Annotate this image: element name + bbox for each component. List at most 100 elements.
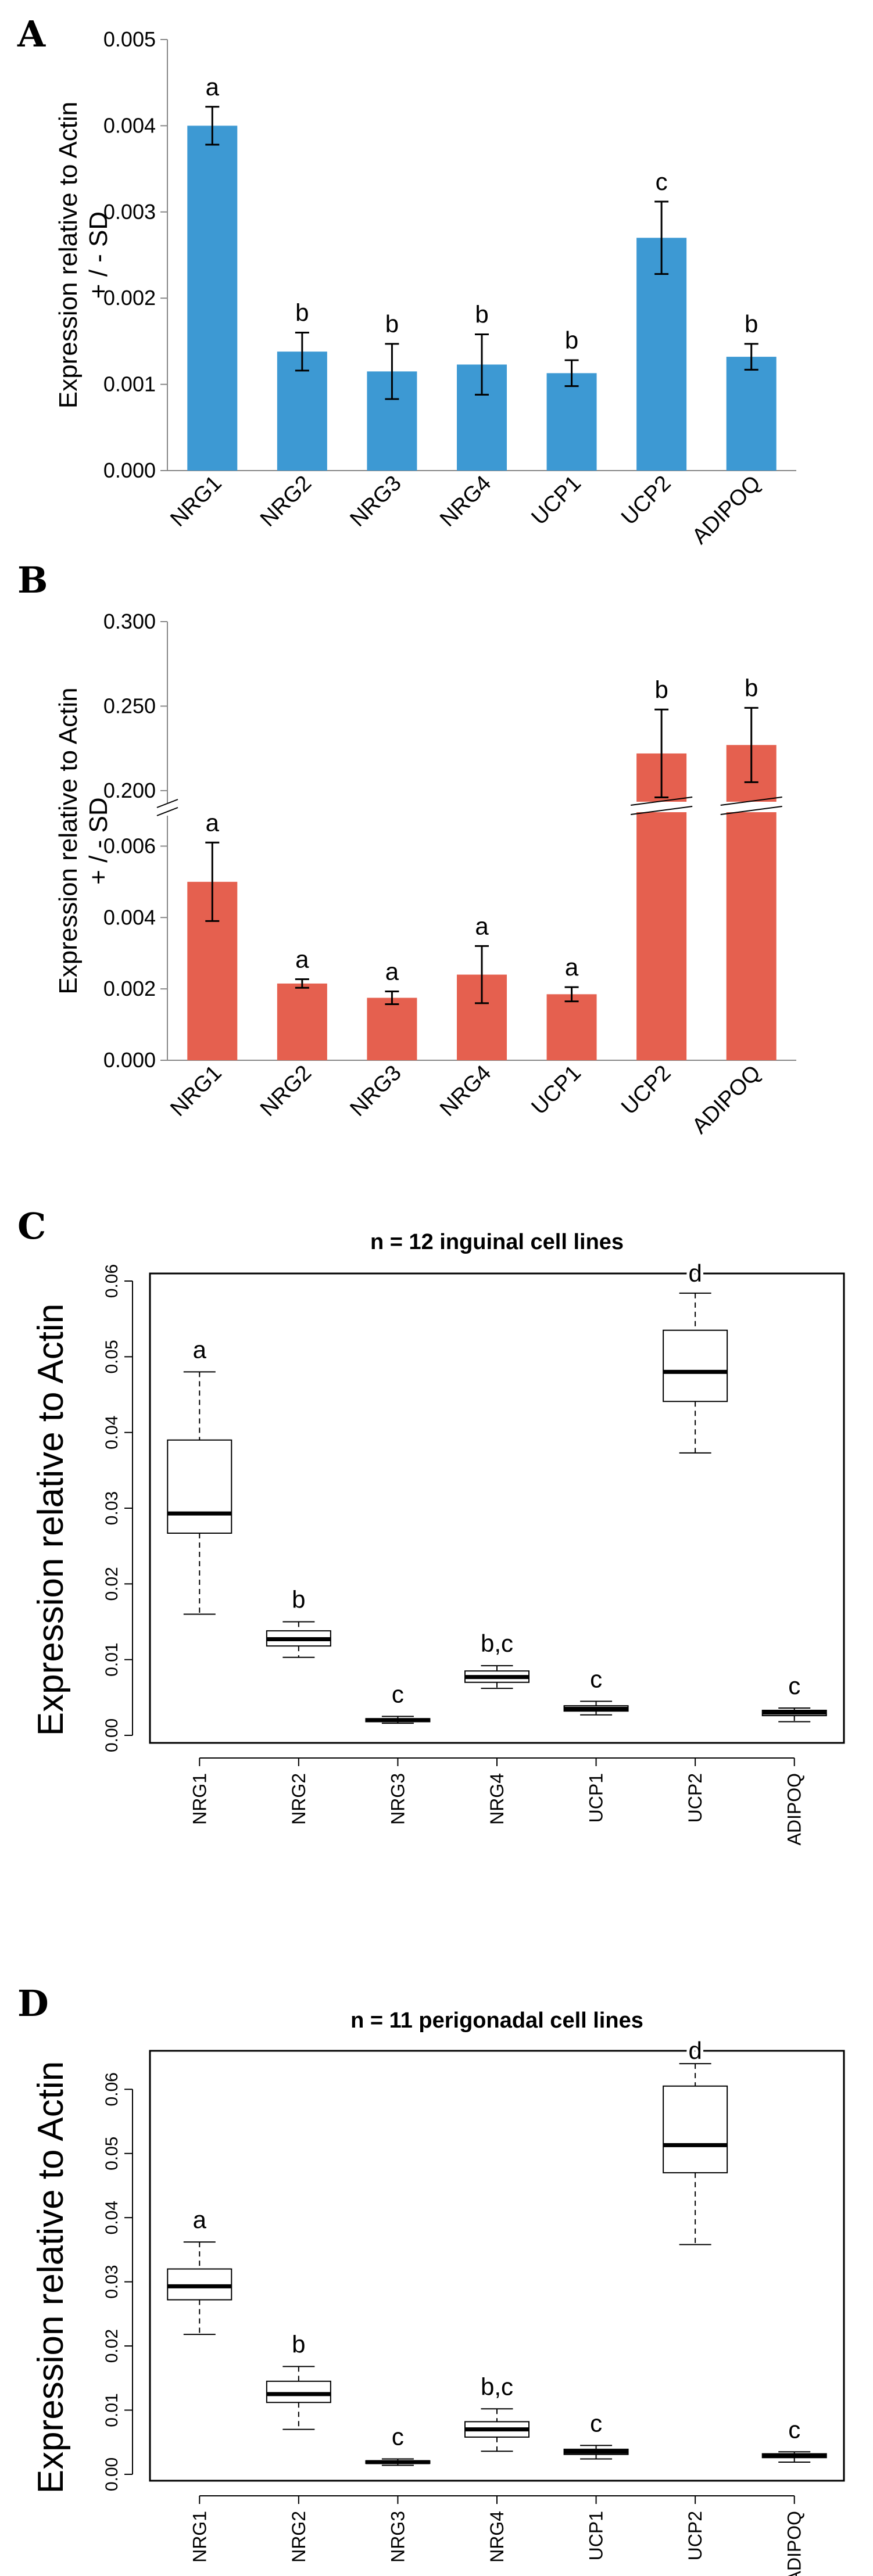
y-axis-label-line2: + / - SD <box>84 211 113 299</box>
x-tick-label: NRG2 <box>256 1061 316 1121</box>
significance-label: b <box>475 301 488 328</box>
x-tick-label: NRG1 <box>189 1773 210 1825</box>
significance-label: d <box>688 1260 702 1287</box>
y-axis-label: Expression relative to Actin+ / - SD <box>54 102 113 408</box>
box <box>266 2380 331 2403</box>
axis-break-mark <box>156 799 178 808</box>
significance-label: d <box>688 2037 702 2064</box>
significance-label: c <box>590 2409 602 2437</box>
plot-title: n = 11 perigonadal cell lines <box>350 2008 643 2033</box>
y-tick-label: 0.004 <box>103 905 156 929</box>
y-tick-label: 0.004 <box>103 113 156 137</box>
y-axis-label-line2: + / - SD <box>84 797 113 884</box>
panel-a: A 0.000 0.001 0.002 0.003 0.004 0.005 Expressio… <box>17 13 796 549</box>
bar <box>726 745 777 1060</box>
panel-b: B0.2000.2500.3000.0000.0020.0040.006Expr… <box>17 559 796 1139</box>
x-tick-label: UCP2 <box>617 471 675 530</box>
x-tick-label: NRG4 <box>486 2511 507 2563</box>
x-tick-label: UCP1 <box>527 1061 586 1120</box>
y-tick-label: 0.200 <box>103 778 156 802</box>
x-tick-label: NRG3 <box>345 1061 406 1121</box>
x-tick-label: UCP1 <box>586 1773 607 1822</box>
significance-label: b <box>745 674 758 701</box>
y-tick-label: 0.06 <box>102 1264 121 1298</box>
bar-break-mark <box>631 797 693 806</box>
significance-label: a <box>295 946 309 973</box>
y-tick-label: 0.04 <box>102 1415 121 1449</box>
x-tick-label: NRG4 <box>435 471 496 532</box>
bar <box>546 994 597 1060</box>
y-tick-label: 0.001 <box>103 372 156 396</box>
x-tick-label: UCP1 <box>527 471 586 530</box>
bar <box>367 998 417 1060</box>
significance-label: b <box>385 310 399 338</box>
significance-label: c <box>788 1672 800 1699</box>
y-tick-label: 0.02 <box>102 1567 121 1601</box>
axis-break-mark <box>156 807 178 816</box>
y-tick-label: 0.006 <box>103 834 156 858</box>
significance-label: c <box>788 2416 800 2443</box>
y-axis-label: Expression relative to Actin <box>31 1304 71 1736</box>
significance-label: b <box>292 1585 305 1613</box>
significance-label: c <box>590 1665 602 1692</box>
significance-label: a <box>565 953 579 981</box>
significance-label: a <box>385 957 399 985</box>
significance-label: a <box>206 809 220 836</box>
y-tick-label: 0.003 <box>103 200 156 224</box>
x-tick-label: NRG2 <box>288 2511 309 2563</box>
y-tick-label: 0.250 <box>103 694 156 717</box>
y-tick-label: 0.000 <box>103 458 156 482</box>
bar <box>636 238 687 471</box>
y-tick-label: 0.002 <box>103 977 156 1000</box>
y-axis-label-line1: Expression relative to Actin <box>54 102 83 408</box>
significance-label: a <box>193 2206 207 2233</box>
significance-label: b,c <box>481 1630 513 1657</box>
y-axis-label: Expression relative to Actin+ / - SD <box>54 687 113 994</box>
x-tick-label: UCP1 <box>586 2511 607 2560</box>
panel-letter: C <box>17 1205 46 1247</box>
significance-label: b <box>654 676 668 703</box>
x-tick-label: NRG4 <box>486 1773 507 1825</box>
x-tick-label: UCP2 <box>685 1773 706 1822</box>
plot-frame <box>149 2050 845 2482</box>
y-tick-label: 0.03 <box>102 2265 121 2298</box>
bar <box>187 125 238 471</box>
y-tick-label: 0.002 <box>103 286 156 310</box>
y-tick-label: 0.00 <box>102 1718 121 1752</box>
significance-label: a <box>193 1336 207 1363</box>
bar-break-mark <box>720 806 782 815</box>
x-tick-label: NRG2 <box>256 471 316 532</box>
bar-break-mark <box>720 797 782 806</box>
x-tick-label: ADIPOQ <box>784 1773 805 1845</box>
significance-label: b <box>295 299 309 327</box>
y-tick-label: 0.01 <box>102 2393 121 2427</box>
y-axis-label-line1: Expression relative to Actin <box>54 687 83 994</box>
x-tick-label: UCP2 <box>685 2511 706 2560</box>
significance-label: b <box>292 2330 305 2358</box>
bar-break-gap <box>721 802 781 812</box>
y-tick-label: 0.05 <box>102 1340 121 1373</box>
x-tick-label: ADIPOQ <box>784 2511 805 2576</box>
bar-break-gap <box>632 802 692 812</box>
x-tick-label: NRG1 <box>166 471 226 532</box>
bar <box>726 357 777 471</box>
x-tick-label: NRG3 <box>387 1773 408 1825</box>
significance-label: a <box>475 912 489 939</box>
significance-label: b <box>745 310 758 338</box>
y-tick-label: 0.06 <box>102 2072 121 2106</box>
y-tick-label: 0.00 <box>102 2457 121 2491</box>
plot-title: n = 12 inguinal cell lines <box>370 1230 624 1254</box>
x-tick-label: NRG2 <box>288 1773 309 1825</box>
panel-letter: A <box>17 13 46 55</box>
significance-label: c <box>392 2423 404 2450</box>
box <box>663 2085 728 2173</box>
x-tick-label: UCP2 <box>617 1061 675 1120</box>
x-tick-label: NRG1 <box>189 2511 210 2563</box>
x-tick-label: ADIPOQ <box>688 471 765 549</box>
box <box>663 1329 728 1402</box>
panel-letter: B <box>17 559 48 601</box>
y-tick-label: 0.05 <box>102 2137 121 2170</box>
panel-letter: D <box>17 1982 49 2025</box>
